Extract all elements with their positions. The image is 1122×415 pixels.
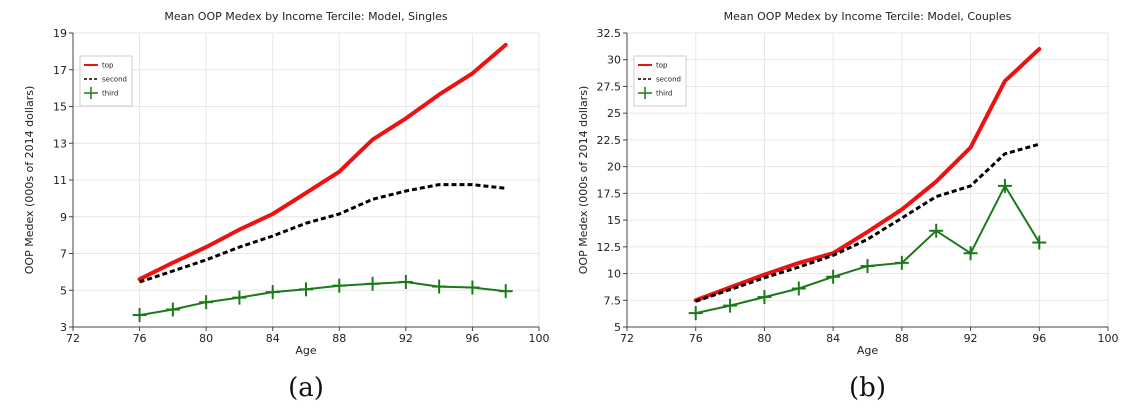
x-tick-label: 84 — [266, 332, 280, 345]
chart-panel-couples: 72 76 80 84 88 92 96 100 5 7.5 10 12.5 15 17.5 20 22.5 2… — [577, 10, 1119, 403]
legend-label-third: third — [102, 90, 118, 98]
data-point-third — [398, 274, 413, 289]
data-point-third — [860, 259, 875, 274]
series-line-second — [139, 183, 506, 284]
y-tick-label: 30 — [607, 54, 621, 67]
legend: top second third — [633, 55, 687, 107]
y-tick-label: 32.5 — [597, 27, 622, 40]
data-point-third — [465, 280, 480, 295]
y-tick-label: 5 — [60, 284, 67, 297]
data-point-third — [165, 302, 180, 317]
data-point-third — [894, 255, 909, 270]
y-tick-label: 15 — [53, 101, 67, 114]
data-point-third — [997, 178, 1012, 193]
legend-label-third: third — [656, 90, 672, 98]
x-tick-label: 100 — [1098, 332, 1119, 345]
x-axis-label: Age — [295, 344, 317, 357]
y-axis-label: OOP Medex (000s of 2014 dollars) — [23, 86, 36, 274]
data-point-third — [688, 306, 703, 321]
y-tick-label: 27.5 — [597, 80, 622, 93]
y-tick-label: 12.5 — [597, 241, 622, 254]
series-line-third — [138, 281, 507, 317]
chart-title: Mean OOP Medex by Income Tercile: Model,… — [724, 10, 1012, 23]
chart-panel-singles: 72 76 80 84 88 92 96 100 3 5 7 9 11 13 15 17 19 Mean OOP… — [23, 10, 550, 403]
legend: top second third — [79, 55, 133, 107]
data-point-third — [498, 284, 513, 299]
y-tick-label: 3 — [60, 321, 67, 334]
series-line-second — [695, 142, 1040, 303]
data-point-third — [265, 285, 280, 300]
panel-caption: (a) — [288, 373, 324, 403]
y-tick-label: 11 — [53, 174, 67, 187]
legend-label-top: top — [656, 62, 668, 70]
data-point-third — [332, 278, 347, 293]
data-point-third — [791, 281, 806, 296]
series-line-top — [693, 47, 1042, 303]
x-tick-label: 88 — [332, 332, 346, 345]
y-tick-label: 17.5 — [597, 187, 622, 200]
x-tick-label: 76 — [689, 332, 703, 345]
x-tick-label: 80 — [199, 332, 213, 345]
y-tick-label: 15 — [607, 214, 621, 227]
data-point-third — [826, 269, 841, 284]
chart-title: Mean OOP Medex by Income Tercile: Model,… — [164, 10, 448, 23]
panel-caption: (b) — [849, 373, 886, 403]
series-line-top — [137, 42, 508, 282]
y-tick-label: 17 — [53, 64, 67, 77]
y-tick-label: 10 — [607, 268, 621, 281]
series-group — [132, 42, 513, 323]
y-tick-label: 19 — [53, 27, 67, 40]
legend-label-second: second — [102, 76, 127, 84]
x-tick-label: 88 — [895, 332, 909, 345]
x-tick-label: 80 — [757, 332, 771, 345]
legend-label-second: second — [656, 76, 681, 84]
legend-label-top: top — [102, 62, 114, 70]
y-tick-label: 9 — [60, 211, 67, 224]
data-point-third — [1032, 235, 1047, 250]
y-tick-label: 22.5 — [597, 134, 622, 147]
x-tick-label: 96 — [1032, 332, 1046, 345]
y-tick-label: 7.5 — [604, 294, 622, 307]
x-tick-label: 100 — [529, 332, 550, 345]
x-tick-label: 76 — [133, 332, 147, 345]
x-tick-label: 72 — [620, 332, 634, 345]
data-point-third — [299, 282, 313, 297]
data-point-third — [963, 246, 978, 261]
x-tick-label: 92 — [399, 332, 413, 345]
x-tick-label: 72 — [66, 332, 80, 345]
data-point-third — [432, 279, 447, 294]
data-point-third — [757, 290, 772, 305]
data-point-third — [232, 290, 247, 305]
x-tick-label: 84 — [826, 332, 840, 345]
x-tick-label: 96 — [465, 332, 479, 345]
series-group — [688, 47, 1047, 321]
y-tick-label: 7 — [60, 248, 67, 261]
y-tick-label: 25 — [607, 107, 621, 120]
y-tick-label: 5 — [614, 321, 621, 334]
data-point-third — [929, 223, 944, 238]
x-axis-label: Age — [857, 344, 879, 357]
y-tick-label: 20 — [607, 161, 621, 174]
data-point-third — [199, 295, 214, 310]
data-point-third — [365, 276, 380, 291]
x-tick-label: 92 — [964, 332, 978, 345]
data-point-third — [723, 298, 738, 313]
series-line-third — [694, 184, 1041, 315]
y-tick-label: 13 — [53, 137, 67, 150]
y-axis-label: OOP Medex (000s of 2014 dollars) — [577, 86, 590, 274]
data-point-third — [132, 308, 147, 323]
